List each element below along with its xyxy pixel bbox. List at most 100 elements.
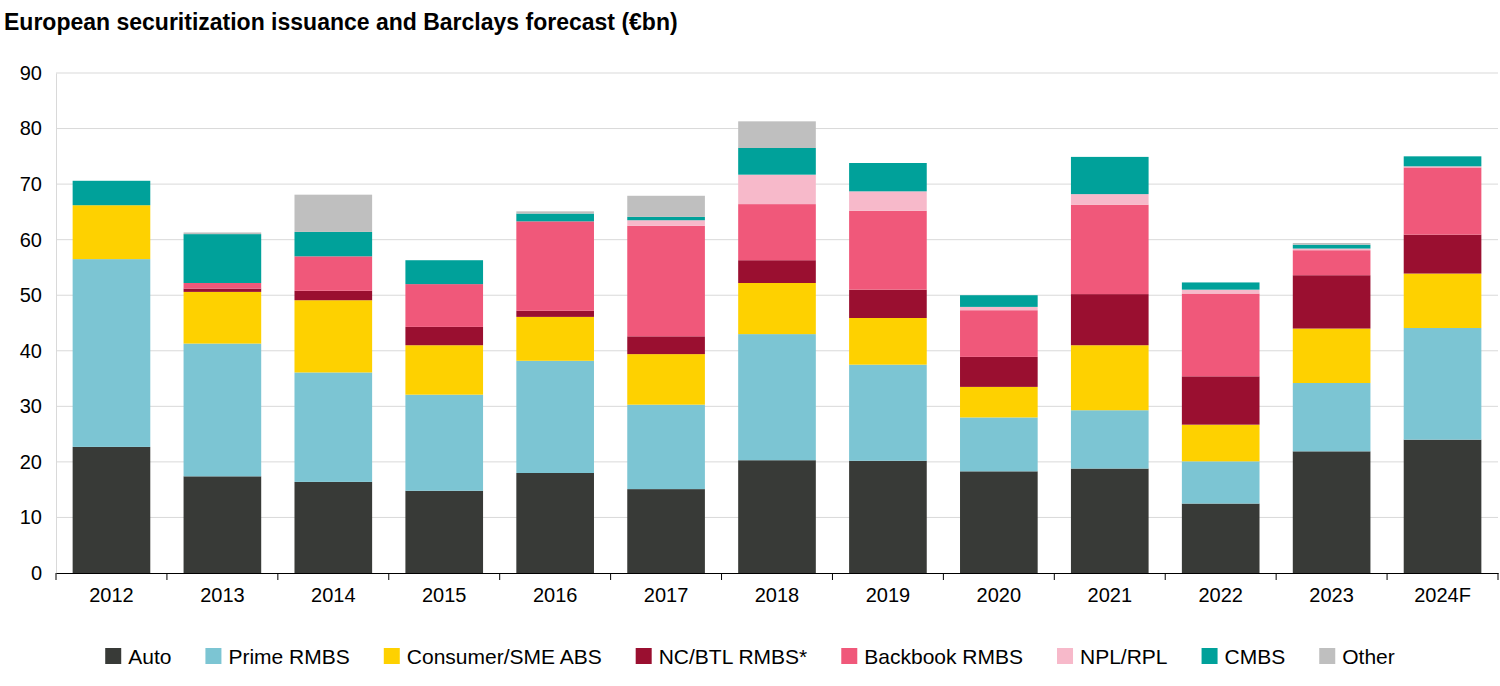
- bar: [405, 260, 483, 261]
- x-tick-label: 2023: [1309, 584, 1354, 606]
- bar: [1071, 469, 1149, 573]
- bar: [738, 334, 816, 460]
- x-separator: [1498, 573, 1499, 580]
- legend-swatch: [841, 648, 857, 664]
- legend-item: NPL/RPL: [1057, 645, 1168, 668]
- x-tick-label: 2015: [422, 584, 467, 606]
- y-tick: 0: [31, 562, 56, 584]
- bar: [516, 211, 594, 213]
- bar: [627, 489, 705, 573]
- x-tick: 2014: [311, 573, 356, 606]
- x-tick: 2015: [422, 573, 467, 606]
- series: [73, 148, 1482, 307]
- bar: [738, 460, 816, 573]
- bar: [1404, 440, 1482, 573]
- x-tick: 2024F: [1414, 573, 1471, 606]
- legend-item: Prime RMBS: [205, 645, 349, 668]
- x-separator: [1054, 573, 1055, 580]
- x-separator: [1387, 573, 1388, 580]
- plot: 0102030405060708090201220132014201520162…: [20, 62, 1499, 606]
- x-tick-label: 2016: [533, 584, 578, 606]
- legend-item: Consumer/SME ABS: [384, 645, 602, 668]
- bar: [1293, 250, 1371, 275]
- bar: [405, 327, 483, 345]
- x-tick: 2018: [755, 573, 800, 606]
- x-separator: [610, 573, 611, 580]
- bar: [738, 283, 816, 334]
- y-axis: 0102030405060708090: [20, 62, 57, 584]
- bar: [1182, 294, 1260, 377]
- bar: [73, 447, 151, 573]
- bar: [849, 365, 927, 461]
- bar: [1071, 294, 1149, 345]
- legend-item: NC/BTL RMBS*: [636, 645, 808, 668]
- bar: [1182, 504, 1260, 573]
- bar: [1293, 245, 1371, 249]
- bar: [627, 354, 705, 405]
- legend-swatch: [1319, 648, 1335, 664]
- x-tick: 2013: [200, 573, 245, 606]
- bar: [627, 405, 705, 489]
- bar: [184, 344, 262, 477]
- bar: [73, 181, 151, 205]
- x-separator: [56, 573, 57, 580]
- bar: [1182, 282, 1260, 289]
- x-tick-label: 2014: [311, 584, 356, 606]
- bar: [960, 417, 1038, 471]
- bar: [960, 307, 1038, 310]
- bar: [1293, 383, 1371, 451]
- bar: [1071, 345, 1149, 410]
- bar: [1404, 328, 1482, 440]
- y-tick-label: 20: [20, 451, 42, 473]
- legend-label: Consumer/SME ABS: [407, 645, 602, 668]
- x-tick: 2016: [533, 573, 578, 606]
- bar: [184, 289, 262, 292]
- y-tick-label: 50: [20, 284, 42, 306]
- series: [627, 166, 1481, 310]
- x-tick: 2021: [1088, 573, 1133, 606]
- bar: [1404, 156, 1482, 157]
- legend-label: NPL/RPL: [1080, 645, 1168, 668]
- bar: [294, 195, 372, 232]
- bar: [1293, 451, 1371, 573]
- bar: [849, 290, 927, 318]
- y-tick: 70: [20, 173, 56, 195]
- legend-item: Backbook RMBS: [841, 645, 1023, 668]
- bar: [849, 461, 927, 573]
- x-separator: [721, 573, 722, 580]
- legend-swatch: [1202, 648, 1218, 664]
- x-separator: [943, 573, 944, 580]
- y-tick: 30: [20, 395, 56, 417]
- bar: [73, 180, 151, 181]
- x-tick: 2012: [89, 573, 134, 606]
- bar: [960, 387, 1038, 418]
- legend-item: Auto: [105, 645, 171, 668]
- y-tick-label: 40: [20, 340, 42, 362]
- bar: [627, 217, 705, 220]
- bar: [960, 471, 1038, 573]
- title: European securitization issuance and Bar…: [4, 9, 678, 35]
- legend-swatch: [636, 648, 652, 664]
- bar: [960, 310, 1038, 357]
- bar: [516, 311, 594, 317]
- series: [184, 235, 1482, 425]
- x-separator: [832, 573, 833, 580]
- bar: [1071, 156, 1149, 157]
- x-tick-label: 2017: [644, 584, 689, 606]
- legend-swatch: [384, 648, 400, 664]
- bar: [738, 175, 816, 204]
- bar: [1182, 425, 1260, 462]
- y-tick: 40: [20, 340, 56, 362]
- bar: [405, 345, 483, 394]
- bar: [516, 214, 594, 222]
- bar: [627, 196, 705, 217]
- bar: [960, 295, 1038, 307]
- legend-label: CMBS: [1225, 645, 1286, 668]
- bar: [516, 221, 594, 310]
- bar: [294, 256, 372, 290]
- bar: [405, 284, 483, 327]
- bars: [73, 121, 1482, 573]
- bar: [184, 283, 262, 289]
- y-tick: 90: [20, 62, 56, 84]
- bar: [738, 148, 816, 175]
